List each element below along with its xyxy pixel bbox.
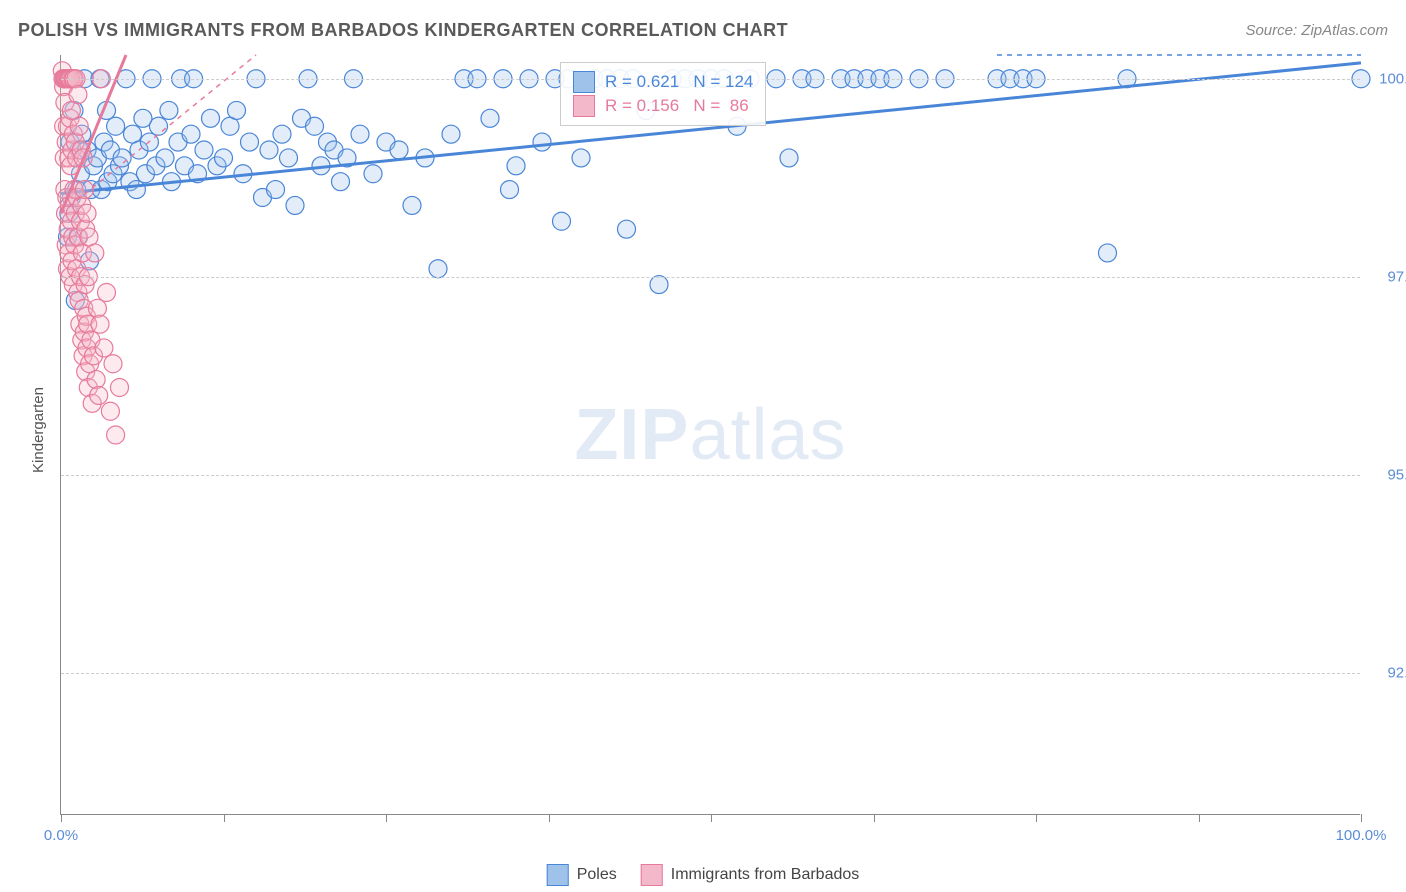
- scatter-point: [228, 101, 246, 119]
- legend-swatch: [641, 864, 663, 886]
- scatter-point: [111, 379, 129, 397]
- scatter-point: [533, 133, 551, 151]
- x-tick-label: 100.0%: [1336, 827, 1387, 844]
- scatter-point: [1099, 244, 1117, 262]
- scatter-point: [286, 196, 304, 214]
- scatter-point: [101, 402, 119, 420]
- scatter-point: [127, 181, 145, 199]
- gridline: [61, 277, 1360, 278]
- x-tick: [549, 814, 550, 822]
- scatter-point: [650, 276, 668, 294]
- gridline: [61, 673, 1360, 674]
- y-tick-label: 95.0%: [1370, 466, 1406, 483]
- scatter-point: [156, 149, 174, 167]
- scatter-point: [88, 299, 106, 317]
- scatter-point: [553, 212, 571, 230]
- legend-swatch: [573, 95, 595, 117]
- legend-label: Immigrants from Barbados: [671, 866, 860, 884]
- scatter-point: [507, 157, 525, 175]
- scatter-point: [75, 181, 93, 199]
- plot-area: ZIPatlas 92.5%95.0%97.5%100.0%0.0%100.0%: [60, 55, 1360, 815]
- scatter-point: [87, 371, 105, 389]
- y-tick-label: 97.5%: [1370, 268, 1406, 285]
- x-tick: [711, 814, 712, 822]
- scatter-point: [98, 284, 116, 302]
- x-tick: [1036, 814, 1037, 822]
- scatter-point: [195, 141, 213, 159]
- legend-swatch: [547, 864, 569, 886]
- scatter-point: [429, 260, 447, 278]
- scatter-point: [780, 149, 798, 167]
- scatter-point: [267, 181, 285, 199]
- y-tick-label: 100.0%: [1370, 70, 1406, 87]
- scatter-point: [481, 109, 499, 127]
- scatter-point: [90, 386, 108, 404]
- x-tick: [1199, 814, 1200, 822]
- stats-legend: R = 0.621 N = 124 R = 0.156 N = 86: [560, 62, 766, 126]
- x-tick: [61, 814, 62, 822]
- gridline: [61, 475, 1360, 476]
- scatter-point: [107, 117, 125, 135]
- scatter-point: [182, 125, 200, 143]
- scatter-point: [501, 181, 519, 199]
- legend-swatch: [573, 71, 595, 93]
- scatter-point: [364, 165, 382, 183]
- scatter-point: [150, 117, 168, 135]
- scatter-point: [273, 125, 291, 143]
- legend-label: Poles: [577, 866, 617, 884]
- x-tick-label: 0.0%: [44, 827, 78, 844]
- scatter-point: [572, 149, 590, 167]
- scatter-point: [95, 339, 113, 357]
- x-tick: [386, 814, 387, 822]
- x-tick: [1361, 814, 1362, 822]
- x-tick: [224, 814, 225, 822]
- x-tick: [874, 814, 875, 822]
- bottom-legend-item: Poles: [547, 864, 617, 886]
- scatter-point: [442, 125, 460, 143]
- scatter-point: [332, 173, 350, 191]
- scatter-point: [390, 141, 408, 159]
- scatter-point: [113, 149, 131, 167]
- scatter-point: [104, 355, 122, 373]
- scatter-point: [202, 109, 220, 127]
- legend-text: R = 0.621 N = 124: [605, 72, 753, 92]
- chart-header: POLISH VS IMMIGRANTS FROM BARBADOS KINDE…: [18, 20, 1388, 41]
- scatter-point: [280, 149, 298, 167]
- scatter-point: [260, 141, 278, 159]
- scatter-point: [78, 204, 96, 222]
- scatter-point: [351, 125, 369, 143]
- scatter-point: [241, 133, 259, 151]
- legend-row: R = 0.156 N = 86: [573, 95, 753, 117]
- bottom-legend-item: Immigrants from Barbados: [641, 864, 860, 886]
- scatter-point: [403, 196, 421, 214]
- source-attribution: Source: ZipAtlas.com: [1245, 22, 1388, 39]
- scatter-point: [160, 101, 178, 119]
- scatter-point: [107, 426, 125, 444]
- scatter-point: [69, 86, 87, 104]
- bottom-legend: Poles Immigrants from Barbados: [547, 864, 860, 886]
- scatter-point: [306, 117, 324, 135]
- scatter-point: [618, 220, 636, 238]
- y-tick-label: 92.5%: [1370, 664, 1406, 681]
- chart-svg: [61, 55, 1360, 814]
- legend-text: R = 0.156 N = 86: [605, 96, 749, 116]
- chart-title: POLISH VS IMMIGRANTS FROM BARBADOS KINDE…: [18, 20, 788, 41]
- scatter-point: [70, 117, 88, 135]
- scatter-point: [91, 315, 109, 333]
- scatter-point: [86, 244, 104, 262]
- legend-row: R = 0.621 N = 124: [573, 71, 753, 93]
- y-axis-label: Kindergarten: [30, 387, 47, 473]
- scatter-point: [215, 149, 233, 167]
